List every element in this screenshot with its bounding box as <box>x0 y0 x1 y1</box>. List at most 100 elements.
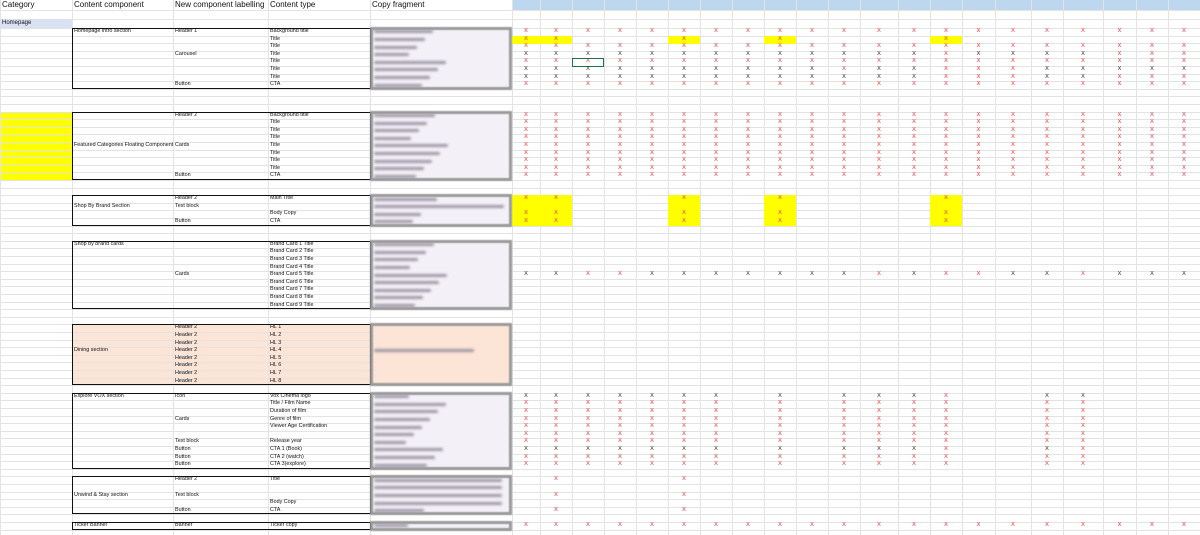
x-mark[interactable]: X <box>1182 142 1186 148</box>
x-mark[interactable]: X <box>1045 111 1049 118</box>
x-mark[interactable]: X <box>1150 126 1154 133</box>
x-mark[interactable]: X <box>714 157 718 164</box>
content-type-cell[interactable]: Release year <box>270 438 302 445</box>
x-mark[interactable]: X <box>1081 58 1085 65</box>
component-label-cell[interactable]: Carousel <box>175 50 197 57</box>
x-mark[interactable]: X <box>650 73 654 80</box>
x-mark[interactable]: X <box>586 400 590 407</box>
x-mark[interactable]: X <box>842 50 846 57</box>
x-mark[interactable]: X <box>618 400 622 407</box>
x-mark[interactable]: X <box>554 438 558 445</box>
x-mark[interactable]: X <box>810 50 814 57</box>
x-mark[interactable]: X <box>1045 271 1049 278</box>
content-type-cell[interactable]: HL 6 <box>270 362 282 369</box>
x-mark[interactable]: X <box>1150 43 1154 50</box>
x-mark[interactable]: X <box>912 522 916 528</box>
x-mark[interactable]: X <box>1182 522 1186 528</box>
x-mark[interactable]: X <box>714 423 718 430</box>
x-mark[interactable]: X <box>618 438 622 445</box>
x-mark[interactable]: X <box>554 28 558 34</box>
x-mark[interactable]: X <box>746 522 750 528</box>
x-mark[interactable]: X <box>842 126 846 133</box>
x-mark[interactable]: X <box>842 430 846 437</box>
x-mark[interactable]: X <box>714 392 718 399</box>
x-mark[interactable]: X <box>1045 461 1049 468</box>
x-mark[interactable]: X <box>912 111 916 118</box>
x-mark[interactable]: X <box>618 271 622 278</box>
x-mark[interactable]: X <box>778 58 782 65</box>
x-mark[interactable]: X <box>714 164 718 171</box>
component-label-cell[interactable]: Header 2 <box>175 332 198 338</box>
x-mark[interactable]: X <box>1045 172 1049 179</box>
x-mark[interactable]: X <box>746 81 750 88</box>
x-mark[interactable]: X <box>877 142 881 148</box>
content-type-cell[interactable]: Title <box>270 66 280 72</box>
x-mark[interactable]: X <box>1117 111 1122 118</box>
x-mark[interactable]: X <box>650 126 654 133</box>
x-mark[interactable]: X <box>554 453 558 460</box>
x-mark[interactable]: X <box>714 43 718 50</box>
x-mark[interactable]: X <box>554 35 558 42</box>
x-mark[interactable]: X <box>524 271 528 278</box>
x-mark[interactable]: X <box>524 415 528 422</box>
x-mark[interactable]: X <box>524 50 528 57</box>
x-mark[interactable]: X <box>554 58 558 65</box>
x-mark[interactable]: X <box>524 66 528 72</box>
x-mark[interactable]: X <box>778 119 782 126</box>
x-mark[interactable]: X <box>618 111 622 118</box>
x-mark[interactable]: X <box>714 126 718 133</box>
x-mark[interactable]: X <box>714 461 718 468</box>
x-mark[interactable]: X <box>778 415 782 422</box>
x-mark[interactable]: X <box>976 157 981 164</box>
x-mark[interactable]: X <box>524 111 528 118</box>
x-mark[interactable]: X <box>912 126 916 133</box>
copy-fragment-box[interactable] <box>370 323 512 387</box>
x-mark[interactable]: X <box>778 218 782 224</box>
x-mark[interactable]: X <box>842 408 846 414</box>
x-mark[interactable]: X <box>650 157 654 164</box>
x-mark[interactable]: X <box>554 392 558 399</box>
x-mark[interactable]: X <box>1117 81 1122 88</box>
x-mark[interactable]: X <box>650 164 654 171</box>
x-mark[interactable]: X <box>746 119 750 126</box>
x-mark[interactable]: X <box>554 506 558 513</box>
x-mark[interactable]: X <box>650 142 654 148</box>
x-mark[interactable]: X <box>877 28 881 34</box>
x-mark[interactable]: X <box>842 73 846 80</box>
x-mark[interactable]: X <box>912 392 916 399</box>
x-mark[interactable]: X <box>944 149 948 156</box>
x-mark[interactable]: X <box>842 453 846 460</box>
x-mark[interactable]: X <box>944 423 948 430</box>
x-mark[interactable]: X <box>586 126 590 133</box>
x-mark[interactable]: X <box>1045 58 1049 65</box>
x-mark[interactable]: X <box>1150 271 1154 278</box>
content-type-cell[interactable]: Title <box>270 73 280 80</box>
x-mark[interactable]: X <box>1045 438 1049 445</box>
x-mark[interactable]: X <box>650 172 654 179</box>
content-type-cell[interactable]: Background title <box>270 111 309 118</box>
x-mark[interactable]: X <box>524 35 528 42</box>
x-mark[interactable]: X <box>1011 66 1015 72</box>
x-mark[interactable]: X <box>912 50 916 57</box>
content-component-cell[interactable]: Unwind & Stay section <box>74 491 128 498</box>
x-mark[interactable]: X <box>714 81 718 88</box>
x-mark[interactable]: X <box>554 73 558 80</box>
x-mark[interactable]: X <box>1117 164 1122 171</box>
x-mark[interactable]: X <box>944 195 948 202</box>
x-mark[interactable]: X <box>1117 134 1122 141</box>
x-mark[interactable]: X <box>618 392 622 399</box>
x-mark[interactable]: X <box>618 408 622 414</box>
x-mark[interactable]: X <box>1011 149 1015 156</box>
x-mark[interactable]: X <box>944 66 948 72</box>
x-mark[interactable]: X <box>1182 111 1186 118</box>
x-mark[interactable]: X <box>912 73 916 80</box>
x-mark[interactable]: X <box>714 400 718 407</box>
x-mark[interactable]: X <box>976 73 981 80</box>
x-mark[interactable]: X <box>1150 164 1154 171</box>
x-mark[interactable]: X <box>1011 119 1015 126</box>
x-mark[interactable]: X <box>944 522 948 528</box>
x-mark[interactable]: X <box>1045 522 1049 528</box>
content-type-cell[interactable]: Title <box>270 142 280 148</box>
x-mark[interactable]: X <box>682 134 686 141</box>
